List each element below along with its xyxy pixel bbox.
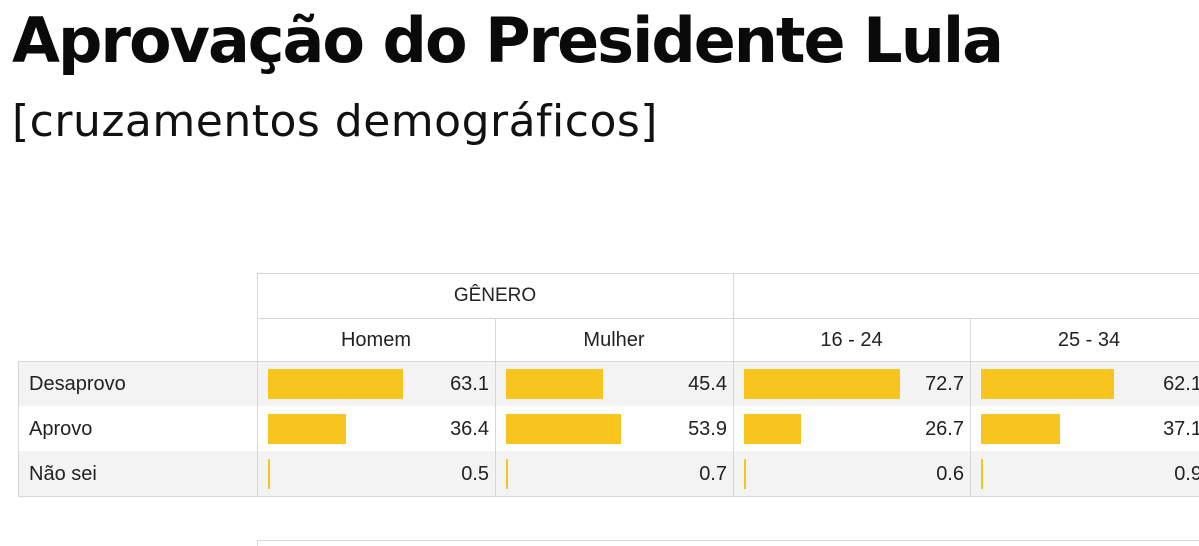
data-bar [981,458,983,489]
data-value-label: 0.5 [461,463,489,485]
data-value-label: 37.1 [1163,418,1199,440]
grid-line [18,361,1199,362]
column-header-1: Mulher [583,329,645,351]
grid-line [18,496,1199,497]
data-value-label: 0.7 [699,463,727,485]
grid-line [257,273,1199,274]
data-bar [506,413,622,444]
data-bar [506,458,508,489]
data-value-label: 0.6 [936,463,964,485]
data-value-label: 62.1 [1163,373,1199,395]
data-bar [744,368,900,399]
data-value-label: 0.9 [1174,463,1199,485]
grid-line [18,361,19,496]
data-bar [981,368,1114,399]
row-label: Desaprovo [29,373,126,395]
row-shade [18,451,1199,496]
data-value-label: 45.4 [688,373,727,395]
page-title: Aprovação do Presidente Lula [12,4,1004,77]
data-value-label: 53.9 [688,418,727,440]
column-header-2: 16 - 24 [820,329,883,351]
data-value-label: 63.1 [450,373,489,395]
data-bar [268,458,270,489]
data-bar [744,413,802,444]
grid-line [733,273,734,496]
grid-line [495,318,496,496]
row-label: Aprovo [29,418,93,440]
grid-line [257,273,258,496]
grid-line [970,318,971,496]
data-value-label: 26.7 [925,418,964,440]
page-subtitle: [cruzamentos demográficos] [12,96,658,147]
data-bar [268,368,403,399]
data-value-label: 72.7 [925,373,964,395]
data-value-label: 36.4 [450,418,489,440]
data-bar [506,368,604,399]
column-header-3: 25 - 34 [1057,329,1121,351]
column-header-0: Homem [340,329,411,351]
grid-line [257,318,1199,319]
data-bar [268,413,346,444]
data-bar [744,458,746,489]
row-label: Não sei [29,463,97,485]
grid-line [257,540,258,546]
grid-line [257,540,1199,541]
data-bar [981,413,1061,444]
group-header-0: GÊNERO [453,285,537,306]
